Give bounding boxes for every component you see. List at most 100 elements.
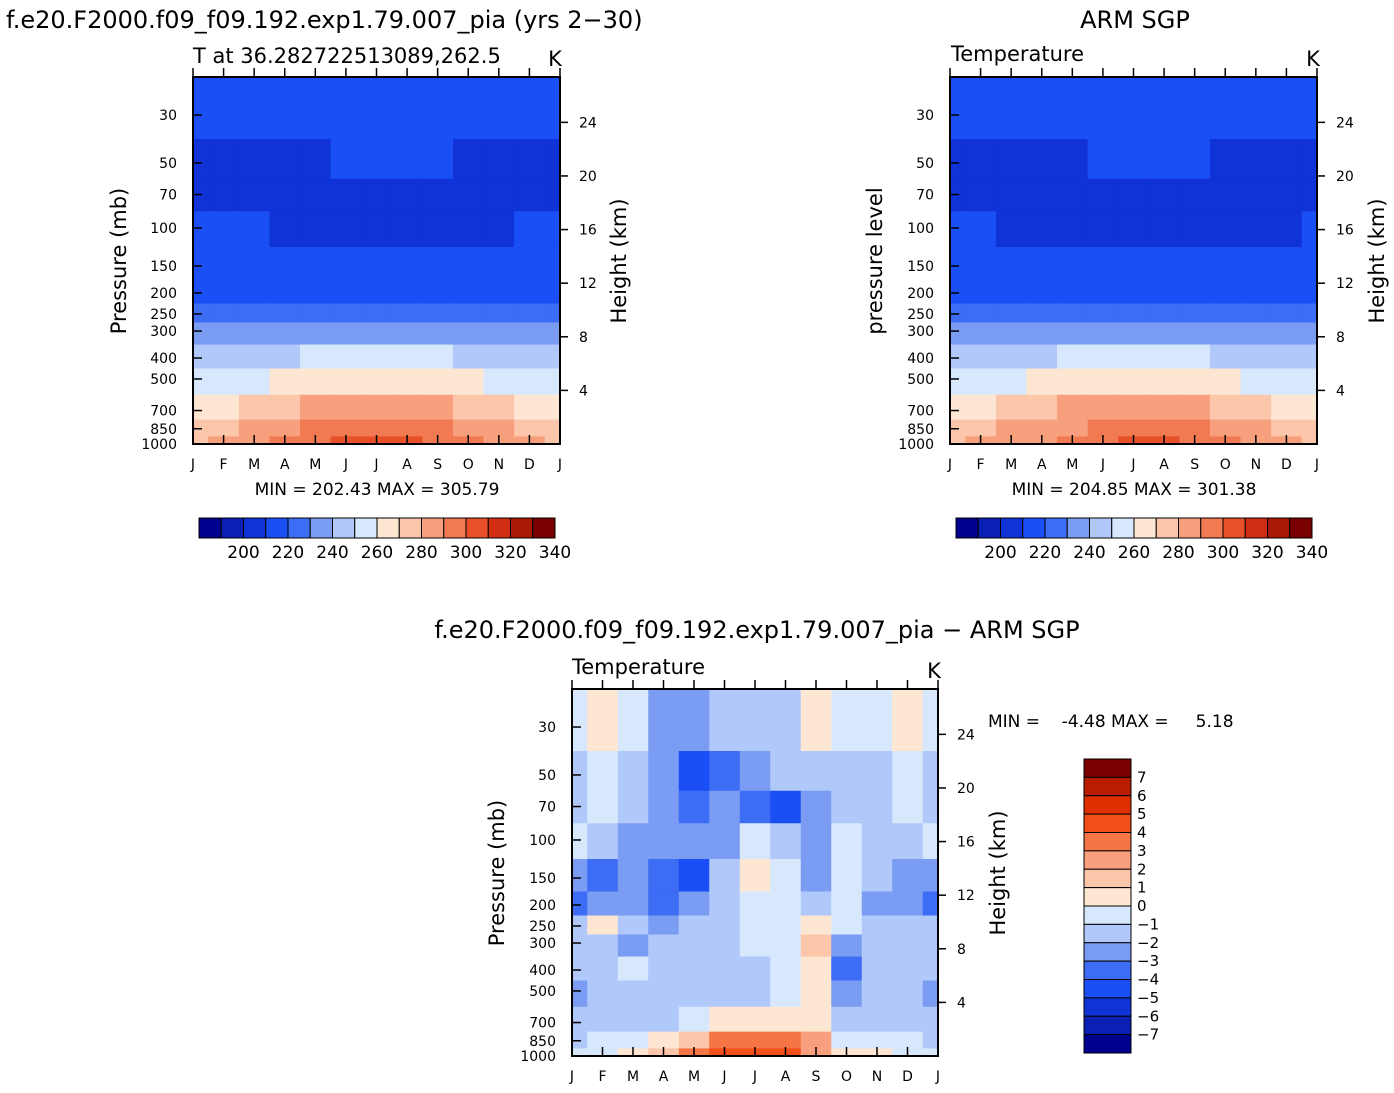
colorbar-tick-label: 200	[227, 543, 259, 563]
data-cell	[1209, 344, 1242, 370]
data-cell	[1301, 211, 1318, 248]
data-cell	[861, 689, 893, 752]
colorbar-swatch	[332, 517, 356, 539]
model-units: K	[548, 47, 563, 71]
y-tick-label: 850	[150, 422, 177, 438]
data-cell	[965, 394, 997, 421]
x-tick-label: D	[902, 1069, 913, 1085]
colorbar-swatch	[532, 517, 556, 539]
x-tick-label: M	[1066, 457, 1078, 473]
x-tick-label: S	[433, 457, 442, 473]
data-cell	[1026, 178, 1058, 212]
data-cell	[193, 139, 209, 180]
data-cell	[361, 211, 393, 248]
colorbar-swatch	[376, 517, 400, 539]
data-cell	[950, 436, 966, 445]
data-cell	[1087, 394, 1119, 421]
data-cell	[483, 368, 515, 396]
data-cell	[950, 279, 966, 305]
data-cell	[1118, 247, 1150, 281]
data-cell	[1301, 178, 1318, 212]
y2-tick-label: 12	[957, 888, 975, 904]
colorbar-swatch	[1267, 517, 1291, 539]
data-cell	[892, 790, 924, 824]
colorbar-tick-label: 300	[1207, 543, 1239, 563]
data-cell	[391, 279, 423, 305]
data-cell	[587, 915, 619, 936]
data-cell	[452, 394, 485, 421]
data-cell	[452, 211, 485, 248]
y-tick-label: 500	[529, 984, 556, 1000]
data-cell	[300, 303, 332, 324]
data-cell	[300, 279, 332, 305]
data-cell	[1271, 211, 1303, 248]
colorbar-swatch	[1244, 517, 1268, 539]
data-cell	[861, 891, 893, 917]
data-cell	[544, 211, 561, 248]
data-cell	[193, 178, 209, 212]
data-cell	[391, 322, 423, 346]
data-cell	[483, 322, 515, 346]
data-cell	[1026, 77, 1058, 140]
data-cell	[269, 77, 301, 140]
data-cell	[1148, 211, 1180, 248]
data-cell	[330, 178, 362, 212]
data-cell	[1240, 322, 1272, 346]
data-cell	[238, 178, 271, 212]
data-cell	[831, 790, 863, 824]
data-cell	[1118, 368, 1150, 396]
data-cell	[739, 934, 771, 958]
x-tick-label: M	[1005, 457, 1017, 473]
data-cell	[617, 859, 649, 893]
data-cell	[922, 891, 939, 917]
data-cell	[544, 436, 561, 445]
diff-stats: MIN = -4.48 MAX = 5.18	[988, 712, 1234, 732]
data-cell	[648, 790, 680, 824]
data-cell	[922, 1031, 939, 1049]
x-tick-label: D	[524, 457, 535, 473]
data-cell	[361, 322, 393, 346]
data-cell	[1271, 394, 1303, 421]
x-tick-label: J	[752, 1069, 757, 1085]
data-cell	[1148, 368, 1180, 396]
data-cell	[361, 303, 393, 324]
data-cell	[300, 394, 332, 421]
data-cell	[709, 934, 741, 958]
data-cell	[1240, 279, 1272, 305]
data-cell	[709, 823, 741, 860]
data-cell	[208, 139, 240, 180]
colorbar-tick-label: 3	[1137, 842, 1147, 860]
data-cell	[861, 956, 893, 982]
data-cell	[1209, 303, 1242, 324]
y2-tick-label: 8	[579, 330, 588, 346]
data-cell	[422, 247, 454, 281]
data-cell	[587, 689, 619, 752]
data-cell	[1271, 77, 1303, 140]
data-cell	[300, 419, 332, 437]
data-cell	[1148, 247, 1180, 281]
colorbar-swatch	[1083, 776, 1132, 797]
data-cell	[483, 279, 515, 305]
data-cell	[739, 790, 771, 824]
data-cell	[1271, 368, 1303, 396]
data-cell	[208, 211, 240, 248]
data-cell	[950, 77, 966, 140]
data-cell	[330, 303, 362, 324]
data-cell	[269, 419, 301, 437]
data-cell	[361, 139, 393, 180]
data-cell	[572, 980, 588, 1008]
data-cell	[892, 956, 924, 982]
data-cell	[300, 77, 332, 140]
y-tick-label: 50	[159, 156, 177, 172]
data-cell	[965, 303, 997, 324]
data-cell	[1057, 394, 1089, 421]
diff-subtitle: Temperature	[571, 655, 705, 679]
data-cell	[739, 751, 771, 792]
data-cell	[1240, 211, 1272, 248]
data-cell	[831, 689, 863, 752]
data-cell	[892, 980, 924, 1008]
colorbar-tick-label: −3	[1137, 952, 1159, 970]
data-cell	[1057, 247, 1089, 281]
colorbar-tick-label: 260	[1118, 543, 1150, 563]
data-cell	[193, 211, 209, 248]
